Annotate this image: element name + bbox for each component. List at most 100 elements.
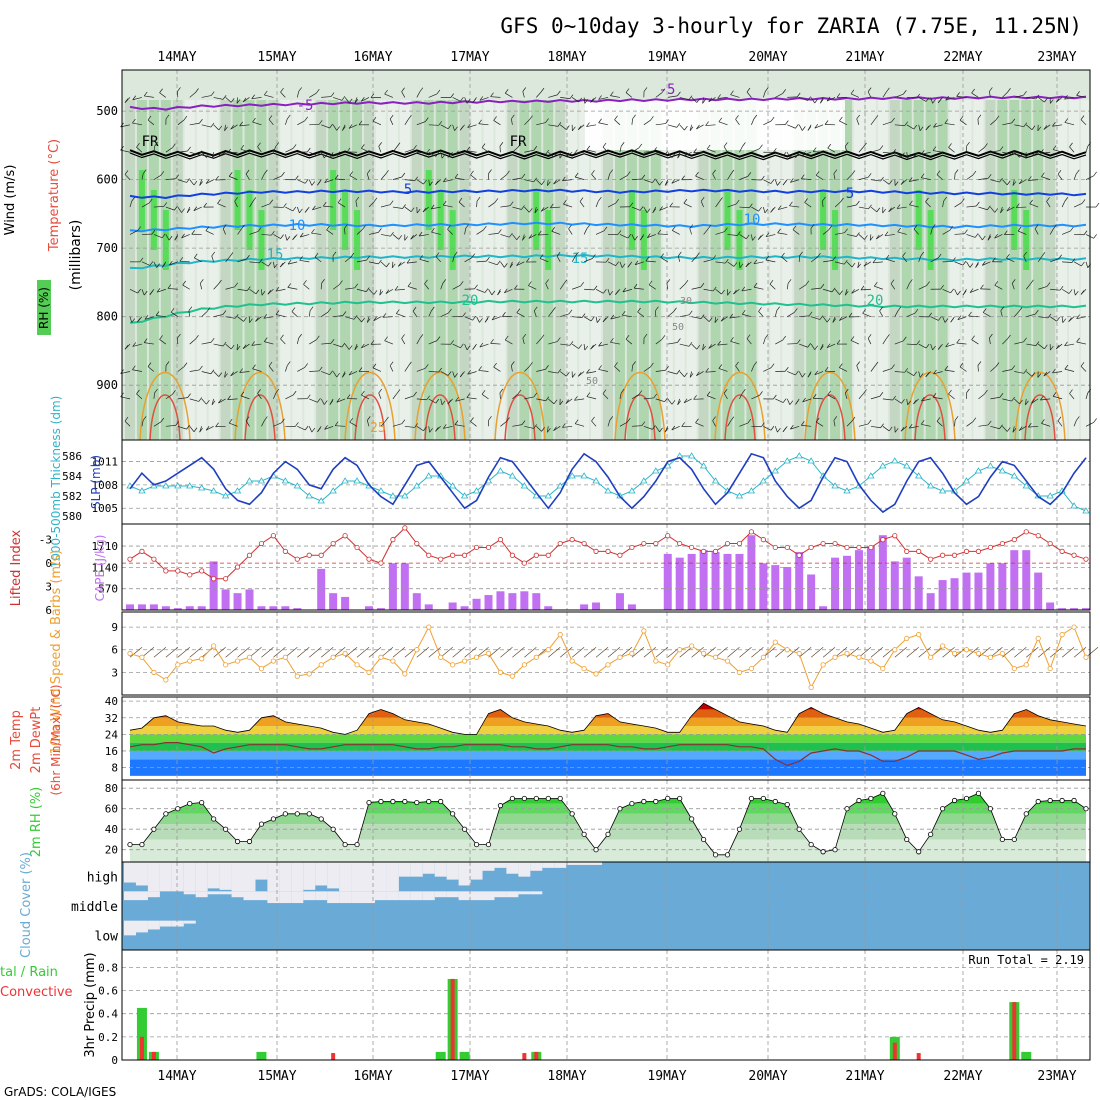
wind-barb [683,151,692,157]
wind-barb [428,426,430,433]
wind-barb [992,257,996,262]
wind-barb [666,279,671,284]
data-point [617,654,623,660]
wind-barb [1080,362,1085,367]
wind-barb-10m [273,647,286,658]
data-point [223,576,229,582]
wind-barb [281,418,285,423]
data-point [293,482,302,489]
wind-barb [942,229,950,235]
wind-barb [384,336,388,341]
wind-barb [213,343,224,347]
rh-legend-swatch [37,280,51,335]
data-point [318,816,324,822]
wind-barb [165,114,170,120]
wind-barb [1018,307,1023,312]
wind-barb [665,366,669,371]
wind-barb [691,286,702,290]
wind-barb [962,260,967,266]
wind-barb [696,252,700,257]
wind-barb-10m [870,647,884,658]
wind-barb [167,284,172,289]
wind-barb-10m [428,647,441,658]
wind-barb [354,283,359,289]
wind-barb [1018,179,1023,185]
axis-label-pressure: (millibars) [68,220,84,291]
cloud-cover-cell [351,862,364,892]
wind-barb-10m [261,647,274,658]
wind-barb [242,97,247,103]
wind-barb [442,200,447,206]
wind-barb [230,371,235,377]
wind-barb [574,151,585,155]
rh-band [794,100,805,440]
wind-barb [285,234,288,241]
wind-barb [300,234,310,238]
axis-label-cloud: Cloud Cover (%) [19,852,34,958]
wind-barb [194,257,202,263]
rh-band [387,100,398,440]
wind-barb [948,393,955,400]
wind-barb [1012,426,1015,433]
wind-barb [962,290,967,296]
wind-barb [484,318,489,323]
wind-barb [452,285,461,290]
wind-barb [201,341,212,345]
wind-barb [583,97,586,104]
wind-barb [814,98,819,104]
wind-barb [933,124,943,128]
wind-barb [753,259,758,265]
wind-barb [450,340,454,345]
pressure-tick-label: 900 [96,378,118,392]
cloud-cover-cell [482,891,495,901]
cloud-cover-cell [434,862,447,877]
wind-barb [193,427,198,432]
wind-barb [466,345,471,351]
wind-barb [718,368,728,372]
wind-barb [565,152,570,158]
wind-barb [431,306,435,312]
cape-bar [197,606,206,610]
wind-barb [349,421,358,427]
wind-barb [509,232,513,238]
wind-barb [252,121,262,126]
wind-barb [1016,206,1027,208]
wind-barb [303,284,310,290]
wind-barb [592,254,596,259]
wind-barb [822,196,826,202]
wind-barb [273,175,282,180]
wind-barb [443,177,447,182]
wind-barb [758,307,762,312]
data-point [832,540,838,547]
wind-barb [966,174,974,180]
wind-barb [472,315,476,321]
data-point [1011,537,1017,543]
wind-barb [389,365,394,372]
cloud-cover-cell [207,891,220,895]
wind-barb-10m [679,647,692,658]
wind-barb-10m [858,647,872,658]
wind-barb [688,342,693,347]
wind-barb [763,91,766,98]
wind-barb [862,309,866,314]
wind-barb [143,91,148,97]
wind-barb-10m [643,647,657,658]
wind-barb [493,362,497,368]
wind-barb [324,425,334,430]
data-point [354,662,360,668]
wind-barb-10m [751,647,764,658]
data-point [807,457,815,464]
wind-barb [467,369,471,375]
wind-barb [867,419,872,425]
wind-barb [332,284,340,290]
wind-barb [990,119,997,126]
wind-barb-10m [165,647,179,658]
data-point [641,628,647,634]
data-point [629,544,635,551]
wind-barb [195,334,199,340]
wind-barb [396,142,401,147]
wind-barb [528,234,537,239]
wind-barb [539,258,549,263]
wind-barb [297,120,305,126]
wind-barb [144,342,154,345]
